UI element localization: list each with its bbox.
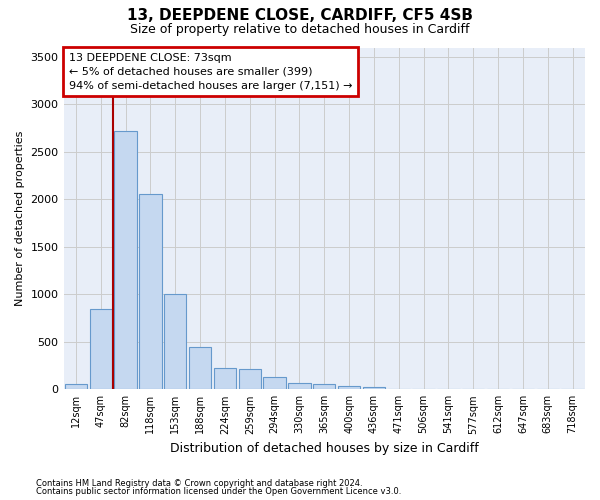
Bar: [89, 308, 112, 390]
Text: 13, DEEPDENE CLOSE, CARDIFF, CF5 4SB: 13, DEEPDENE CLOSE, CARDIFF, CF5 4SB: [127, 8, 473, 22]
Y-axis label: Number of detached properties: Number of detached properties: [15, 130, 25, 306]
Bar: [115, 131, 137, 390]
Bar: [139, 194, 161, 390]
Text: Size of property relative to detached houses in Cardiff: Size of property relative to detached ho…: [130, 22, 470, 36]
Bar: [164, 294, 187, 390]
Bar: [65, 384, 87, 390]
Text: Contains HM Land Registry data © Crown copyright and database right 2024.: Contains HM Land Registry data © Crown c…: [36, 478, 362, 488]
Bar: [338, 386, 360, 390]
Bar: [263, 377, 286, 390]
X-axis label: Distribution of detached houses by size in Cardiff: Distribution of detached houses by size …: [170, 442, 479, 455]
Bar: [189, 346, 211, 390]
Bar: [313, 384, 335, 390]
Text: 13 DEEPDENE CLOSE: 73sqm
← 5% of detached houses are smaller (399)
94% of semi-d: 13 DEEPDENE CLOSE: 73sqm ← 5% of detache…: [69, 52, 352, 90]
Text: Contains public sector information licensed under the Open Government Licence v3: Contains public sector information licen…: [36, 487, 401, 496]
Bar: [363, 388, 385, 390]
Bar: [214, 368, 236, 390]
Bar: [239, 369, 261, 390]
Bar: [288, 383, 311, 390]
